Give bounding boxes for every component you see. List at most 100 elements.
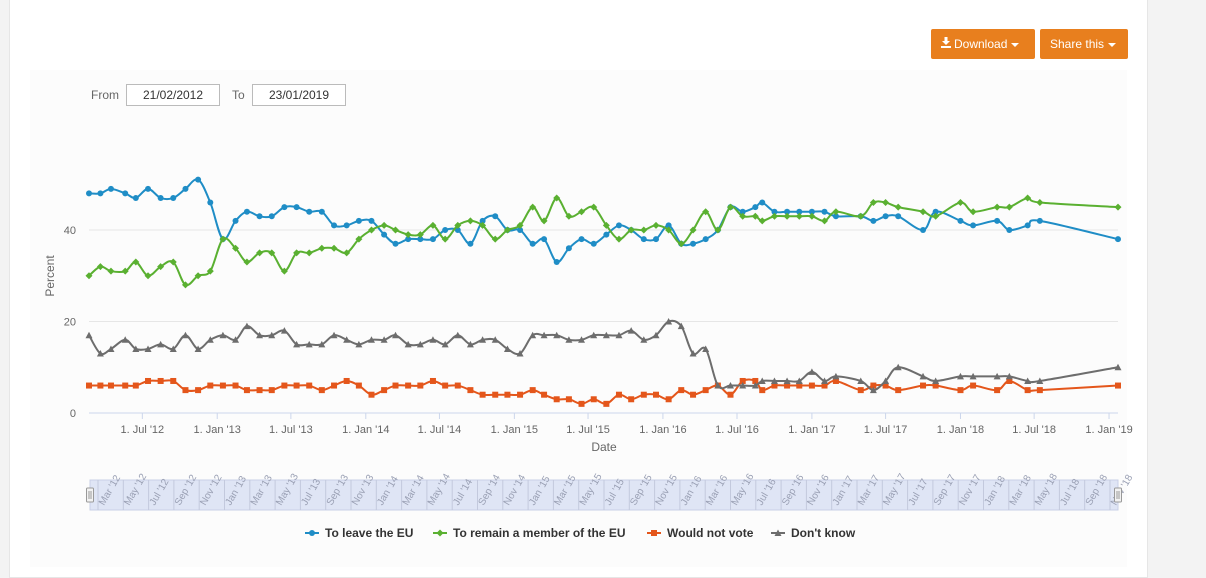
data-point[interactable] (182, 387, 189, 394)
from-date-input[interactable]: 21/02/2012 (126, 84, 220, 106)
data-point[interactable] (702, 387, 709, 394)
data-point[interactable] (603, 231, 610, 238)
data-point[interactable] (145, 185, 152, 192)
data-point[interactable] (529, 240, 536, 247)
data-point[interactable] (540, 331, 548, 339)
legend-item[interactable]: To remain a member of the EU (433, 526, 625, 540)
data-point[interactable] (343, 249, 351, 257)
data-point[interactable] (504, 391, 511, 398)
data-point[interactable] (479, 391, 486, 398)
data-point[interactable] (590, 396, 597, 403)
data-point[interactable] (627, 327, 635, 334)
data-point[interactable] (479, 221, 487, 229)
data-point[interactable] (808, 212, 816, 220)
data-point[interactable] (894, 203, 902, 211)
data-point[interactable] (122, 190, 129, 197)
data-point[interactable] (540, 217, 548, 225)
data-point[interactable] (121, 267, 129, 275)
data-point[interactable] (293, 249, 301, 257)
data-point[interactable] (194, 272, 202, 280)
data-point[interactable] (306, 382, 313, 389)
data-point[interactable] (243, 258, 251, 266)
data-point[interactable] (653, 391, 660, 398)
data-point[interactable] (727, 391, 734, 398)
data-point[interactable] (355, 217, 362, 224)
data-point[interactable] (157, 340, 165, 348)
data-point[interactable] (157, 263, 165, 271)
data-point[interactable] (784, 208, 791, 215)
legend-item[interactable]: To leave the EU (305, 526, 413, 540)
data-point[interactable] (832, 372, 840, 380)
data-point[interactable] (1036, 377, 1044, 384)
data-point[interactable] (256, 213, 263, 220)
data-point[interactable] (994, 217, 1001, 224)
data-point[interactable] (1006, 377, 1013, 384)
data-point[interactable] (243, 387, 250, 394)
data-point[interactable] (121, 336, 129, 343)
data-point[interactable] (157, 377, 164, 384)
data-point[interactable] (281, 204, 288, 211)
data-point[interactable] (232, 336, 240, 343)
data-point[interactable] (919, 208, 927, 216)
data-point[interactable] (832, 213, 839, 220)
data-point[interactable] (895, 213, 902, 220)
data-point[interactable] (107, 267, 115, 275)
data-point[interactable] (870, 382, 877, 389)
data-point[interactable] (144, 345, 152, 352)
data-point[interactable] (85, 331, 93, 339)
data-point[interactable] (107, 345, 115, 352)
data-point[interactable] (1024, 377, 1032, 384)
to-date-input[interactable]: 23/01/2019 (252, 84, 346, 106)
data-point[interactable] (181, 281, 189, 289)
data-point[interactable] (517, 391, 524, 398)
data-point[interactable] (181, 331, 189, 339)
data-point[interactable] (882, 213, 889, 220)
data-point[interactable] (144, 272, 152, 280)
data-point[interactable] (195, 387, 202, 394)
data-point[interactable] (392, 331, 400, 339)
data-point[interactable] (1005, 203, 1013, 211)
data-point[interactable] (280, 267, 288, 275)
data-point[interactable] (795, 212, 803, 220)
data-point[interactable] (770, 377, 778, 384)
data-point[interactable] (381, 387, 388, 394)
data-point[interactable] (256, 387, 263, 394)
data-point[interactable] (615, 235, 623, 243)
data-point[interactable] (882, 199, 890, 207)
data-point[interactable] (529, 203, 537, 211)
data-point[interactable] (869, 199, 877, 207)
data-point[interactable] (355, 235, 363, 243)
data-point[interactable] (882, 382, 889, 389)
data-point[interactable] (932, 208, 939, 215)
data-point[interactable] (808, 208, 815, 215)
data-point[interactable] (919, 372, 927, 380)
data-point[interactable] (565, 336, 573, 343)
data-point[interactable] (1115, 382, 1121, 389)
data-point[interactable] (796, 382, 803, 389)
data-point[interactable] (404, 340, 412, 348)
data-point[interactable] (97, 382, 104, 389)
data-point[interactable] (957, 217, 964, 224)
data-point[interactable] (405, 382, 412, 389)
data-point[interactable] (602, 221, 610, 229)
data-point[interactable] (392, 240, 399, 247)
legend-marker[interactable] (651, 530, 657, 536)
data-point[interactable] (491, 235, 499, 243)
data-point[interactable] (690, 391, 697, 398)
data-point[interactable] (280, 327, 288, 334)
data-point[interactable] (652, 221, 660, 229)
data-point[interactable] (293, 204, 300, 211)
data-point[interactable] (821, 217, 829, 225)
data-point[interactable] (565, 396, 572, 403)
data-point[interactable] (1024, 222, 1031, 229)
data-point[interactable] (467, 387, 474, 394)
data-point[interactable] (107, 382, 114, 389)
data-point[interactable] (281, 382, 288, 389)
data-point[interactable] (932, 212, 940, 220)
data-point[interactable] (970, 382, 977, 389)
data-point[interactable] (541, 236, 548, 243)
data-point[interactable] (1005, 372, 1013, 380)
data-point[interactable] (808, 368, 816, 375)
data-point[interactable] (293, 382, 300, 389)
